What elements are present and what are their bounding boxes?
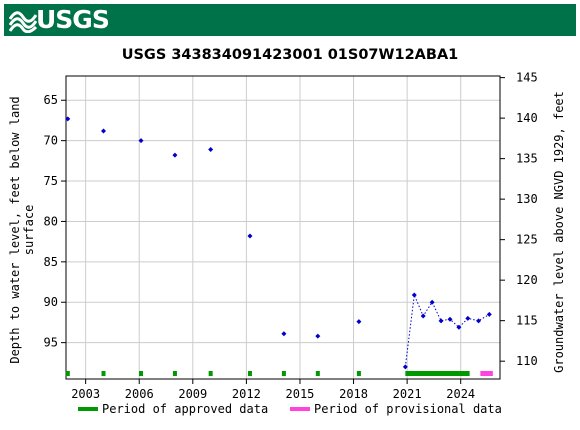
legend-provisional-swatch <box>290 407 310 411</box>
water-level-point <box>411 292 417 298</box>
water-level-point <box>438 318 444 324</box>
x-tick-label: 2015 <box>286 387 315 401</box>
approved-period-marker <box>139 371 144 376</box>
x-tick-label: 2009 <box>178 387 207 401</box>
water-level-point <box>172 152 178 158</box>
legend-approved-swatch <box>78 407 98 411</box>
y-right-tick-label: 135 <box>516 152 538 166</box>
legend-approved-label: Period of approved data <box>102 402 268 416</box>
x-tick-label: 2003 <box>71 387 100 401</box>
provisional-period-bar <box>480 371 493 376</box>
water-level-point <box>447 316 453 322</box>
approved-period-marker <box>101 371 106 376</box>
x-tick-label: 2021 <box>393 387 422 401</box>
water-level-point <box>101 128 107 134</box>
approved-period-marker <box>315 371 320 376</box>
y-right-tick-label: 140 <box>516 111 538 125</box>
plot-frame <box>65 75 501 380</box>
x-axis-ticks: 2003 2006 2009 2012 2015 2018 2021 2024 <box>71 379 475 401</box>
chart-title: USGS 343834091423001 01S07W12ABA1 <box>122 47 459 63</box>
y-left-tick-label: 80 <box>44 214 58 228</box>
water-level-point <box>476 318 482 324</box>
y-left-axis-label-line1: Depth to water level, feet below land <box>8 96 22 363</box>
y-left-tick-label: 90 <box>44 295 58 309</box>
water-level-dotted-line <box>404 293 490 367</box>
x-tick-label: 2024 <box>446 387 475 401</box>
water-level-point <box>456 324 462 330</box>
water-level-point <box>65 116 71 122</box>
approved-period-marker <box>356 371 361 376</box>
y-right-tick-label: 110 <box>516 354 538 368</box>
usgs-logo-icon <box>9 11 37 33</box>
chart-grid <box>66 76 500 379</box>
x-tick-label: 2006 <box>125 387 154 401</box>
water-level-point <box>486 311 492 317</box>
water-level-point <box>420 313 426 319</box>
water-level-point <box>465 315 471 321</box>
approved-period-marker <box>208 371 213 376</box>
usgs-logo-text: USGS <box>36 5 110 34</box>
water-level-points <box>65 116 492 370</box>
y-right-tick-label: 130 <box>516 192 538 206</box>
water-level-point <box>281 331 287 337</box>
usgs-header: USGS <box>0 0 580 40</box>
y-left-tick-label: 95 <box>44 336 58 350</box>
x-tick-label: 2018 <box>339 387 368 401</box>
y-right-axis-label: Groundwater level above NGVD 1929, feet <box>552 91 566 373</box>
y-left-tick-label: 85 <box>44 255 58 269</box>
chart-legend: Period of approved data Period of provis… <box>78 402 502 416</box>
y-left-axis-ticks: 65 70 75 80 85 90 95 <box>44 93 66 350</box>
water-level-point <box>138 138 144 144</box>
legend-provisional-label: Period of provisional data <box>314 402 502 416</box>
y-right-axis-ticks: 110 115 120 125 130 135 140 145 <box>500 71 538 368</box>
x-tick-label: 2012 <box>232 387 261 401</box>
water-level-point <box>315 333 321 339</box>
water-level-point <box>402 364 408 370</box>
approval-status-bar <box>65 371 493 376</box>
y-left-tick-label: 70 <box>44 134 58 148</box>
y-right-tick-label: 120 <box>516 273 538 287</box>
y-left-tick-label: 75 <box>44 174 58 188</box>
y-left-tick-label: 65 <box>44 93 58 107</box>
water-level-point <box>208 147 214 153</box>
water-level-point <box>247 233 253 239</box>
approved-period-bar <box>405 371 470 376</box>
approved-period-marker <box>281 371 286 376</box>
water-level-point <box>429 299 435 305</box>
approved-period-marker <box>172 371 177 376</box>
approved-period-marker <box>65 371 70 376</box>
usgs-header-band <box>4 4 576 36</box>
y-right-tick-label: 125 <box>516 233 538 247</box>
y-right-tick-label: 115 <box>516 314 538 328</box>
water-level-point <box>356 319 362 325</box>
y-left-axis-label-line2: surface <box>22 205 36 256</box>
y-right-tick-label: 145 <box>516 71 538 85</box>
approved-period-marker <box>247 371 252 376</box>
